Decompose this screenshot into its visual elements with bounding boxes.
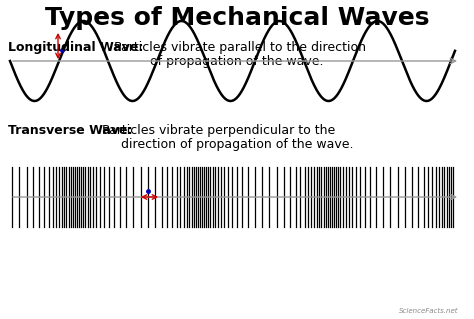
Text: ScienceFacts.net: ScienceFacts.net <box>399 308 458 314</box>
Text: Types of Mechanical Waves: Types of Mechanical Waves <box>45 6 429 30</box>
Text: Particles vibrate perpendicular to the: Particles vibrate perpendicular to the <box>102 124 335 137</box>
Text: of propagation of the wave.: of propagation of the wave. <box>150 55 324 68</box>
Text: Particles vibrate parallel to the direction: Particles vibrate parallel to the direct… <box>114 41 366 54</box>
Text: Longitudinal Wave:: Longitudinal Wave: <box>8 41 143 54</box>
Text: direction of propagation of the wave.: direction of propagation of the wave. <box>121 138 353 151</box>
Text: Transverse Wave:: Transverse Wave: <box>8 124 133 137</box>
